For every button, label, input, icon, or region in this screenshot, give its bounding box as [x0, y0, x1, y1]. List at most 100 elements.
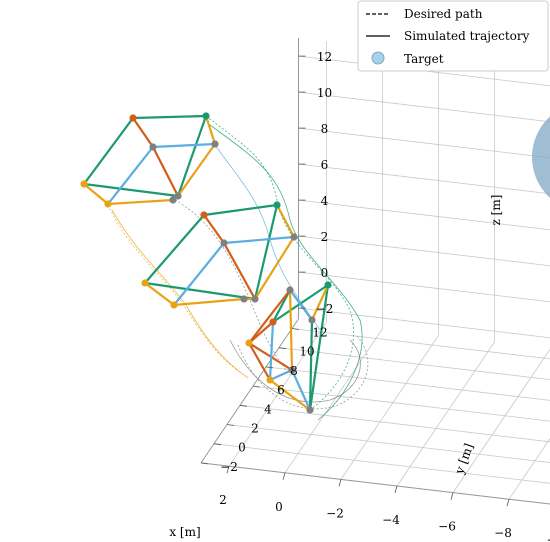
trajectory-line: [107, 204, 241, 373]
grid-line: [298, 307, 550, 339]
trajectory-line: [205, 115, 354, 411]
frame-vertex: [200, 211, 208, 219]
x-tick-label: 0: [275, 500, 283, 514]
legend-target-marker: [371, 51, 385, 65]
grid-lines: [200, 38, 550, 505]
grid-line: [298, 271, 550, 303]
frame-vertex: [269, 318, 277, 326]
grid-line: [298, 91, 550, 123]
axis-line: [200, 462, 550, 505]
frame-edge: [253, 203, 279, 301]
y-tick: [239, 404, 248, 407]
legend-label-desired: Desired path: [404, 7, 483, 21]
z-axis-label: z [m]: [489, 195, 503, 226]
axis-line: [200, 318, 299, 464]
y-tick: [291, 328, 300, 330]
x-tick-label: 2: [219, 493, 227, 507]
frame-vertex: [290, 233, 298, 241]
z-tick-label: 2: [321, 230, 329, 244]
frame-vertex: [170, 301, 178, 309]
frame-vertex: [141, 279, 149, 287]
y-tick: [213, 443, 222, 446]
grid-line: [252, 385, 550, 422]
grid-line: [284, 328, 383, 474]
y-tick-label: 12: [312, 326, 327, 340]
x-axis-label: x [m]: [169, 525, 200, 539]
frame-edge: [82, 182, 110, 206]
frame-edge: [308, 318, 314, 412]
x-tick-label: −4: [382, 513, 400, 527]
frame-vertex: [308, 316, 316, 324]
grid-line: [298, 127, 550, 159]
formation-frames: [80, 112, 332, 414]
grid-line: [200, 462, 550, 505]
trajectory-line: [229, 339, 361, 403]
frame-edge: [288, 288, 314, 322]
x-tick: [226, 466, 230, 474]
grid-line: [298, 235, 550, 267]
x-tick: [394, 485, 398, 494]
x-tick: [282, 472, 286, 480]
legend-label-target: Target: [404, 52, 444, 66]
y-tick: [226, 424, 235, 426]
frame-edge: [176, 142, 217, 198]
y-tick-label: 8: [290, 364, 298, 378]
frame-edge: [131, 114, 208, 120]
z-tick-label: 8: [321, 122, 329, 136]
legend-label-simulated: Simulated trajectory: [404, 29, 530, 43]
grid-line: [298, 199, 550, 231]
grid-line: [508, 437, 550, 500]
frame-edge: [143, 281, 176, 307]
frame-vertex: [240, 295, 248, 303]
y-axis-label: y [m]: [452, 442, 476, 477]
y-tick-label: 10: [299, 345, 314, 359]
grid-line: [228, 321, 327, 467]
x-tick-label: −6: [438, 520, 456, 534]
grid-line: [213, 443, 550, 484]
y-tick: [200, 462, 209, 465]
frame-vertex: [220, 239, 228, 247]
frame-edge: [143, 281, 257, 301]
frame-edge: [151, 145, 180, 198]
x-tick: [450, 492, 454, 500]
frame-edge: [82, 182, 180, 198]
y-tick-label: 0: [238, 441, 246, 455]
frame-edge: [131, 116, 155, 149]
z-tick-label: 10: [317, 86, 332, 100]
frame-edge: [310, 283, 330, 322]
grid-line: [396, 341, 495, 487]
frame-edge: [143, 213, 206, 285]
frame-edge: [176, 114, 208, 198]
frame-edge: [204, 114, 217, 146]
grid-line: [298, 163, 550, 195]
frame-edge: [106, 145, 155, 206]
frame-edge: [172, 297, 246, 307]
trajectory-line: [209, 124, 363, 421]
frame-vertex: [169, 196, 177, 204]
frame-edge: [106, 198, 175, 206]
y-tick-label: 4: [264, 402, 272, 416]
frame-edge: [202, 203, 279, 217]
y-tick: [265, 366, 274, 369]
x-tick-label: −8: [494, 526, 512, 540]
frame-edge: [268, 378, 312, 412]
frame-vertex: [104, 200, 112, 208]
frame-edge: [172, 241, 226, 307]
frame-edge: [275, 203, 296, 239]
y-tick-label: −2: [220, 460, 238, 474]
y-tick-label: 6: [277, 383, 285, 397]
frame-edge: [151, 142, 217, 149]
y-tick-label: 2: [251, 422, 259, 436]
frame-vertex: [288, 366, 296, 374]
z-tick-label: 4: [321, 194, 329, 208]
frame-edge: [202, 213, 226, 245]
frame-vertex: [306, 406, 314, 414]
frame-edge: [268, 368, 294, 382]
frame-vertex: [266, 376, 274, 384]
frame-vertex: [324, 281, 332, 289]
frame-vertex: [149, 143, 157, 151]
frame-edge: [288, 288, 294, 372]
grid-line: [340, 335, 439, 480]
